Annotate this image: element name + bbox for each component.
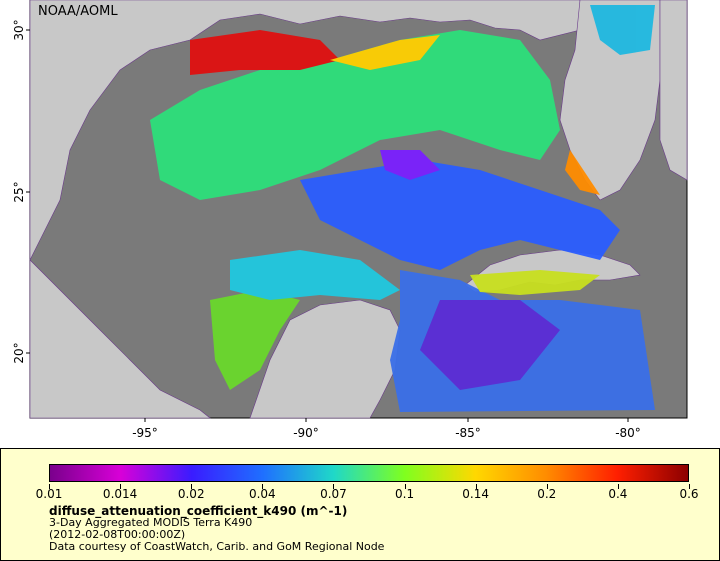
lat-label-25: 25°: [12, 181, 26, 202]
colorbar-tick: [262, 484, 264, 489]
colorbar-tick-label: 0.01: [35, 487, 63, 501]
lon-label-90: -90°: [293, 426, 319, 440]
lat-label-20: 20°: [12, 342, 26, 363]
colorbar-tick-label: 0.4: [608, 487, 628, 501]
lon-axis: -95° -90° -85° -80°: [132, 418, 641, 440]
colorbar-tick: [546, 484, 548, 489]
legend-panel: 0.01 0.014 0.02 0.04 0.07 0.1 0.14 0.2 0.4 0.6 di…: [0, 448, 720, 561]
colorbar-tick: [475, 484, 477, 489]
k490-field: [150, 5, 655, 412]
colorbar-tick-label: 0.1: [395, 487, 415, 501]
colorbar-tick: [404, 484, 406, 489]
lon-label-80: -80°: [615, 426, 641, 440]
legend-line-3: Data courtesy of CoastWatch, Carib. and …: [49, 540, 385, 553]
colorbar-tick-label: 0.07: [320, 487, 347, 501]
colorbar-tick: [120, 484, 122, 489]
colorbar-tick-label: 0.6: [679, 487, 699, 501]
lon-label-85: -85°: [455, 426, 481, 440]
legend-line-2: (2012-02-08T00:00:00Z): [49, 528, 186, 541]
colorbar: [49, 464, 689, 482]
brand-label: NOAA/AOML: [38, 4, 118, 19]
colorbar-tick-label: 0.2: [537, 487, 557, 501]
lat-label-30: 30°: [12, 19, 26, 40]
colorbar-tick: [617, 484, 619, 489]
colorbar-tick-label: 0.04: [248, 487, 276, 501]
colorbar-tick: [333, 484, 335, 489]
legend-variable: diffuse_attenuation_coefficient_k490 (m^…: [49, 504, 348, 518]
colorbar-tick-label: 0.02: [177, 487, 205, 501]
lon-label-95: -95°: [132, 426, 158, 440]
colorbar-tick-label: 0.014: [102, 487, 138, 501]
map-view: 30° 25° 20° -95° -90° -85° -80°: [12, 0, 688, 440]
legend-text: diffuse_attenuation_coefficient_k490 (m^…: [49, 505, 384, 553]
colorbar-tick: [191, 484, 193, 489]
colorbar-tick-label: 0.14: [462, 487, 490, 501]
colorbar-tick: [49, 484, 50, 489]
colorbar-tick: [689, 484, 690, 489]
lat-axis: 30° 25° 20°: [12, 19, 30, 364]
legend-line-1: 3-Day Aggregated MODIS Terra K490: [49, 516, 253, 529]
